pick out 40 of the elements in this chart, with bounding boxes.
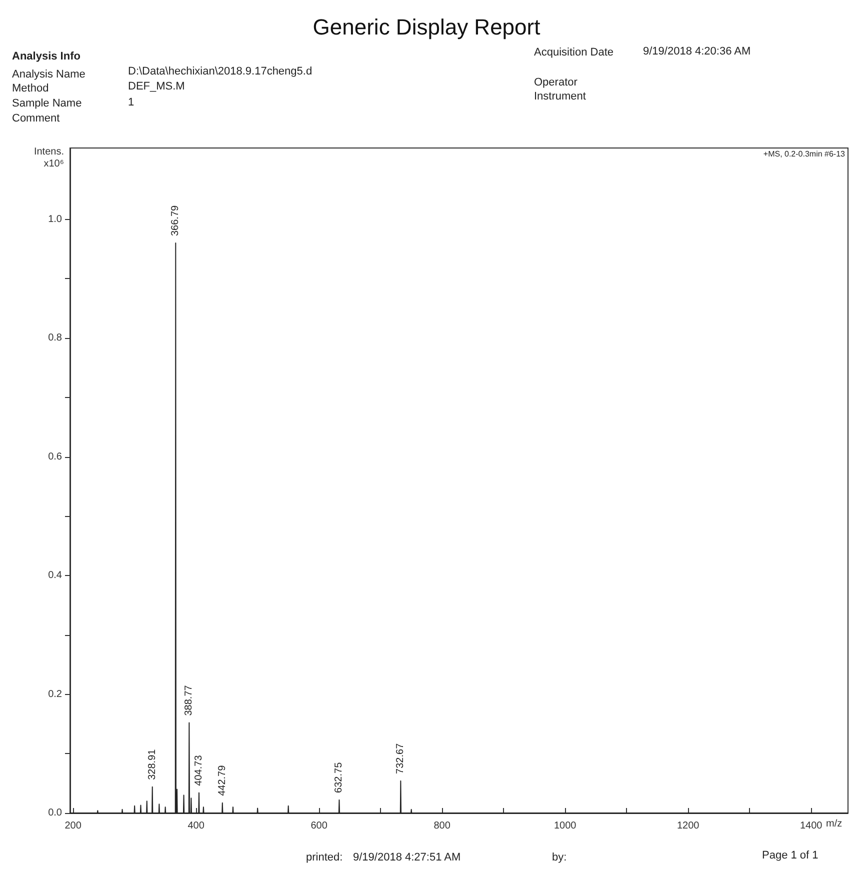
y-tick-label: 0.0	[48, 808, 62, 818]
text: 9/19/2018 4:27:51 AM	[353, 852, 461, 864]
text: Comment	[12, 112, 60, 124]
x-tick-label: 800	[434, 820, 451, 832]
text: 1	[128, 96, 134, 108]
y-tick-label: 0.4	[48, 570, 62, 581]
chart-title: Generic Display Report	[312, 14, 540, 40]
text: Method	[12, 82, 49, 94]
annotation: 732.67	[395, 742, 406, 774]
x-tick-label: 1400	[800, 820, 823, 832]
x-tick-label: 1200	[676, 820, 700, 832]
text: by:	[552, 852, 567, 864]
annotation: 328.91	[146, 748, 158, 780]
text: 9/19/2018 4:20:36 AM	[643, 46, 751, 58]
x-tick-label: 400	[188, 820, 205, 832]
text: DEF_MS.M	[128, 80, 185, 92]
y-tick-label: 0.2	[48, 688, 62, 700]
annotation: 388.77	[184, 684, 195, 716]
y-axis-title: Intens. x10⁶	[34, 146, 64, 170]
text: Operator	[534, 76, 578, 88]
x-axis-title: m/z	[826, 818, 842, 830]
text: printed:	[306, 852, 343, 864]
x-tick-label: 1000	[554, 820, 577, 832]
text: Sample Name	[12, 98, 82, 110]
text: Analysis Name	[12, 68, 86, 80]
annotation: 442.79	[216, 764, 228, 796]
text: Page 1 of 1	[762, 850, 818, 862]
annotation: 404.73	[193, 754, 204, 786]
text: D:\Data\hechixian\2018.9.17cheng5.d	[128, 66, 312, 78]
text: Instrument	[534, 90, 586, 102]
annotation: 632.75	[334, 762, 345, 793]
annotation: 366.79	[170, 204, 182, 236]
text: Analysis Info	[12, 50, 81, 62]
text: Acquisition Date	[534, 46, 614, 58]
y-tick-label: 0.6	[48, 451, 62, 462]
y-tick-label: 0.8	[48, 332, 62, 344]
x-tick-label: 200	[64, 820, 82, 832]
annotation: +MS, 0.2-0.3min #6-13	[763, 150, 846, 158]
x-tick-label: 600	[310, 820, 328, 832]
y-tick-label: 1.0	[48, 214, 62, 225]
